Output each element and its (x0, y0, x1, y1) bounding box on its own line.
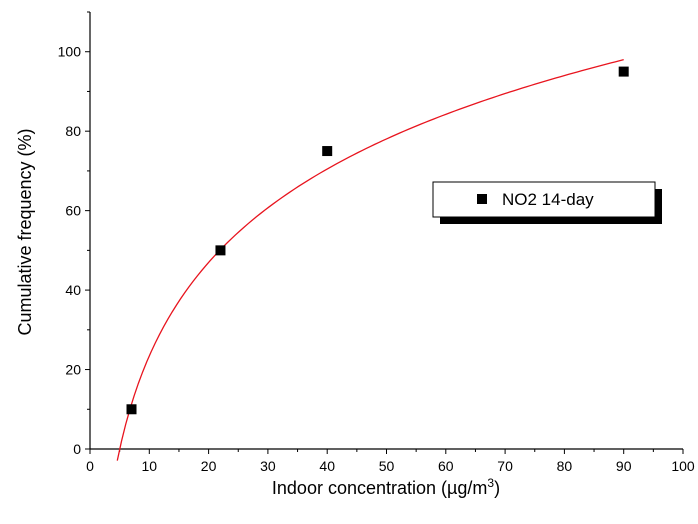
x-tick-label: 60 (438, 458, 454, 474)
y-tick-label: 20 (65, 362, 81, 378)
x-tick-label: 0 (86, 458, 94, 474)
x-tick-label: 20 (201, 458, 217, 474)
legend: NO2 14-day (432, 181, 662, 224)
y-tick-label: 0 (73, 441, 81, 457)
y-tick-label: 80 (65, 123, 81, 139)
data-point (215, 245, 226, 256)
legend-marker (477, 194, 487, 204)
y-ticks: 0 20 40 60 80 100 (58, 11, 90, 457)
x-tick-label: 80 (557, 458, 573, 474)
x-axis-title-superscript: 3 (487, 476, 494, 490)
data-points (126, 66, 629, 415)
data-point (126, 404, 137, 415)
y-tick-label: 60 (65, 203, 81, 219)
data-point (618, 66, 629, 77)
x-tick-label: 70 (497, 458, 513, 474)
x-axis-title: Indoor concentration (µg/m3) (272, 476, 500, 498)
x-tick-label: 10 (142, 458, 158, 474)
y-tick-label: 100 (58, 44, 82, 60)
data-point (322, 146, 333, 157)
legend-label: NO2 14-day (502, 190, 594, 209)
y-axis-title: Cumulative frequency (%) (15, 128, 35, 335)
y-tick-label: 40 (65, 282, 81, 298)
x-tick-label: 90 (616, 458, 632, 474)
fit-line (116, 59, 624, 461)
x-tick-label: 30 (260, 458, 276, 474)
x-tick-label: 50 (379, 458, 395, 474)
x-tick-label: 100 (671, 458, 695, 474)
x-ticks: 0 10 20 30 40 50 60 70 80 90 100 (86, 449, 695, 474)
x-tick-label: 40 (319, 458, 335, 474)
legend-box (432, 181, 656, 218)
axes (89, 12, 683, 450)
